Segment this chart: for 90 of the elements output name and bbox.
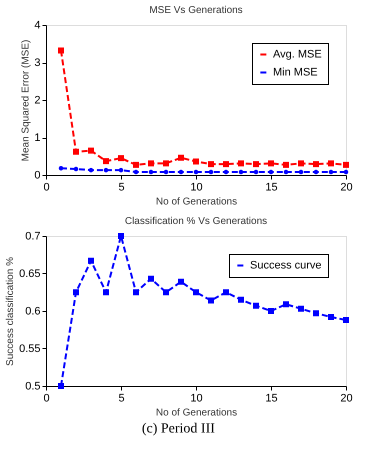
point <box>208 298 214 304</box>
y-axis-title: Success classification % <box>5 256 16 366</box>
point <box>133 289 139 296</box>
point <box>104 168 108 172</box>
point <box>343 317 349 323</box>
point <box>194 170 198 174</box>
point <box>148 276 154 282</box>
point <box>58 166 64 170</box>
y-tick-label: 0.65 <box>19 268 40 280</box>
x-tick-label: 10 <box>190 182 203 194</box>
x-tick-label: 20 <box>340 182 353 194</box>
point <box>178 278 184 285</box>
point <box>328 160 334 166</box>
point <box>164 170 168 174</box>
legend-label: Min MSE <box>273 66 318 78</box>
x-tick-label: 5 <box>118 182 125 194</box>
point <box>148 170 154 174</box>
point <box>268 170 274 174</box>
x-axis-title: No of Generations <box>156 196 238 208</box>
point <box>253 302 259 309</box>
y-tick-label: 0.5 <box>25 380 40 392</box>
legend-label: Success curve <box>250 260 322 272</box>
chart-title: MSE Vs Generations <box>149 5 243 16</box>
point <box>74 166 78 172</box>
point <box>163 289 169 296</box>
point <box>343 162 349 168</box>
y-tick-label: 3 <box>34 57 40 69</box>
point <box>163 160 169 166</box>
point <box>58 48 64 54</box>
point <box>283 301 289 308</box>
point <box>314 170 318 174</box>
point <box>133 162 139 168</box>
x-axis-title: No of Generations <box>156 408 238 418</box>
point <box>284 170 288 174</box>
x-tick-label: 0 <box>43 182 50 194</box>
point <box>118 168 124 172</box>
point <box>344 170 348 174</box>
point <box>148 160 154 166</box>
point <box>134 170 138 174</box>
y-tick-label: 0.7 <box>25 230 40 242</box>
y-tick-label: 0.6 <box>25 306 40 318</box>
point <box>328 170 334 174</box>
point <box>73 289 79 296</box>
x-tick-label: 15 <box>265 392 278 404</box>
x-tick-label: 5 <box>118 392 125 404</box>
point <box>224 170 228 174</box>
point <box>118 233 124 239</box>
point <box>73 148 79 155</box>
point <box>103 289 109 296</box>
point <box>238 160 244 166</box>
point <box>178 154 184 161</box>
point <box>223 289 229 296</box>
point <box>298 160 304 166</box>
y-tick-label: 4 <box>34 20 40 32</box>
point <box>328 314 334 320</box>
point <box>88 168 94 172</box>
point <box>254 170 258 174</box>
point <box>268 160 274 166</box>
point <box>88 258 94 264</box>
point <box>268 308 274 314</box>
point <box>118 155 124 162</box>
x-tick-label: 15 <box>265 182 278 194</box>
chart-title: Classification % Vs Generations <box>124 216 268 227</box>
legend-label: Avg. MSE <box>273 48 322 60</box>
point <box>298 306 304 312</box>
point <box>88 148 94 154</box>
point <box>313 310 319 316</box>
point <box>238 296 244 303</box>
point <box>178 170 184 174</box>
y-tick-label: 2 <box>34 94 40 106</box>
point <box>313 161 319 168</box>
point <box>283 162 289 168</box>
point <box>298 170 304 174</box>
text: (c) Period III <box>142 422 216 436</box>
y-tick-label: 0 <box>34 170 40 182</box>
y-tick-label: 0.55 <box>19 343 40 355</box>
point <box>193 158 199 164</box>
point <box>223 161 229 168</box>
point <box>238 170 244 174</box>
y-axis-title: Mean Squared Error (MSE) <box>20 40 32 162</box>
point <box>208 161 214 168</box>
y-tick-label: 1 <box>34 132 40 144</box>
x-tick-label: 10 <box>190 392 203 404</box>
point <box>253 161 259 168</box>
point <box>208 170 214 174</box>
point <box>193 289 199 296</box>
point <box>58 383 64 389</box>
x-tick-label: 0 <box>43 392 50 404</box>
x-tick-label: 20 <box>340 392 353 404</box>
point <box>103 158 109 164</box>
